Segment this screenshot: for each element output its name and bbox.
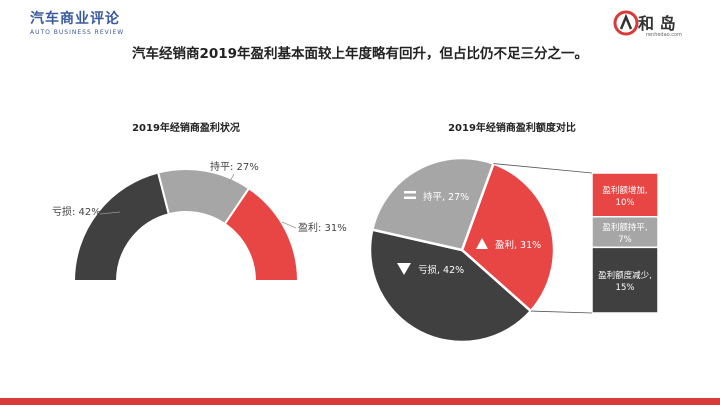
breakdown-bar-segment-1: [591, 216, 659, 249]
leader-line-2: [281, 221, 297, 229]
leader-line-1: [227, 173, 235, 186]
pie-label-1: 亏损, 42%: [418, 264, 464, 276]
footer-accent-bar: [0, 398, 720, 405]
breakdown-label-2: 盈利额度减少,: [598, 270, 652, 281]
renhedao-emblem-icon: [613, 10, 639, 36]
breakdown-bar-segment-0: [591, 172, 659, 218]
connector-line-top: [493, 163, 593, 174]
logo-auto-business-review: 汽车商业评论 AUTO BUSINESS REVIEW: [30, 8, 150, 36]
pie-slice-1: [368, 228, 533, 344]
logo-subtext: AUTO BUSINESS REVIEW: [30, 29, 125, 36]
half-donut-slice-0: [72, 171, 171, 282]
logo-renhedao: 和 岛 renhedao.com: [612, 8, 692, 42]
pie-label-0: 盈利, 31%: [495, 239, 541, 251]
up-triangle-icon: [476, 238, 488, 249]
down-triangle-icon: [397, 263, 411, 275]
logo-url: renhedao.com: [646, 32, 682, 38]
breakdown-value-1: 7%: [618, 235, 632, 245]
half-donut-label-2: 盈利: 31%: [298, 222, 347, 234]
breakdown-label-1: 盈利额持平,: [602, 222, 647, 233]
pie-of-pie-chart: 2019年经销商盈利额度对比 盈利, 31% 亏损, 42% 持平, 27% 盈利额增…: [368, 121, 659, 344]
breakdown-label-0: 盈利额增加,: [602, 185, 647, 196]
pie-slice-2: [370, 156, 496, 252]
pie-slice-0: [460, 161, 556, 313]
leader-line-0: [99, 211, 121, 215]
breakdown-value-0: 10%: [616, 198, 635, 208]
chart2-title: 2019年经销商盈利额度对比: [448, 121, 576, 134]
breakdown-value-2: 15%: [616, 283, 635, 293]
chart1-title: 2019年经销商盈利状况: [132, 121, 240, 134]
logo-text: 汽车商业评论: [30, 11, 120, 27]
half-donut-label-1: 持平: 27%: [210, 160, 259, 173]
connector-line-bottom: [530, 310, 593, 314]
equals-icon: [404, 191, 416, 199]
pie-label-2: 持平, 27%: [423, 191, 469, 203]
half-donut-chart: 2019年经销商盈利状况 亏损: 42% 持平: 27% 盈利: 31%: [52, 121, 347, 282]
half-donut-slice-2: [223, 186, 300, 282]
logo-brand: 和 岛: [638, 14, 676, 33]
breakdown-bar-segment-2: [591, 246, 659, 314]
page-title: 汽车经销商2019年盈利基本面较上年度略有回升，但占比仍不足三分之一。: [131, 46, 589, 62]
half-donut-label-0: 亏损: 42%: [52, 205, 101, 218]
